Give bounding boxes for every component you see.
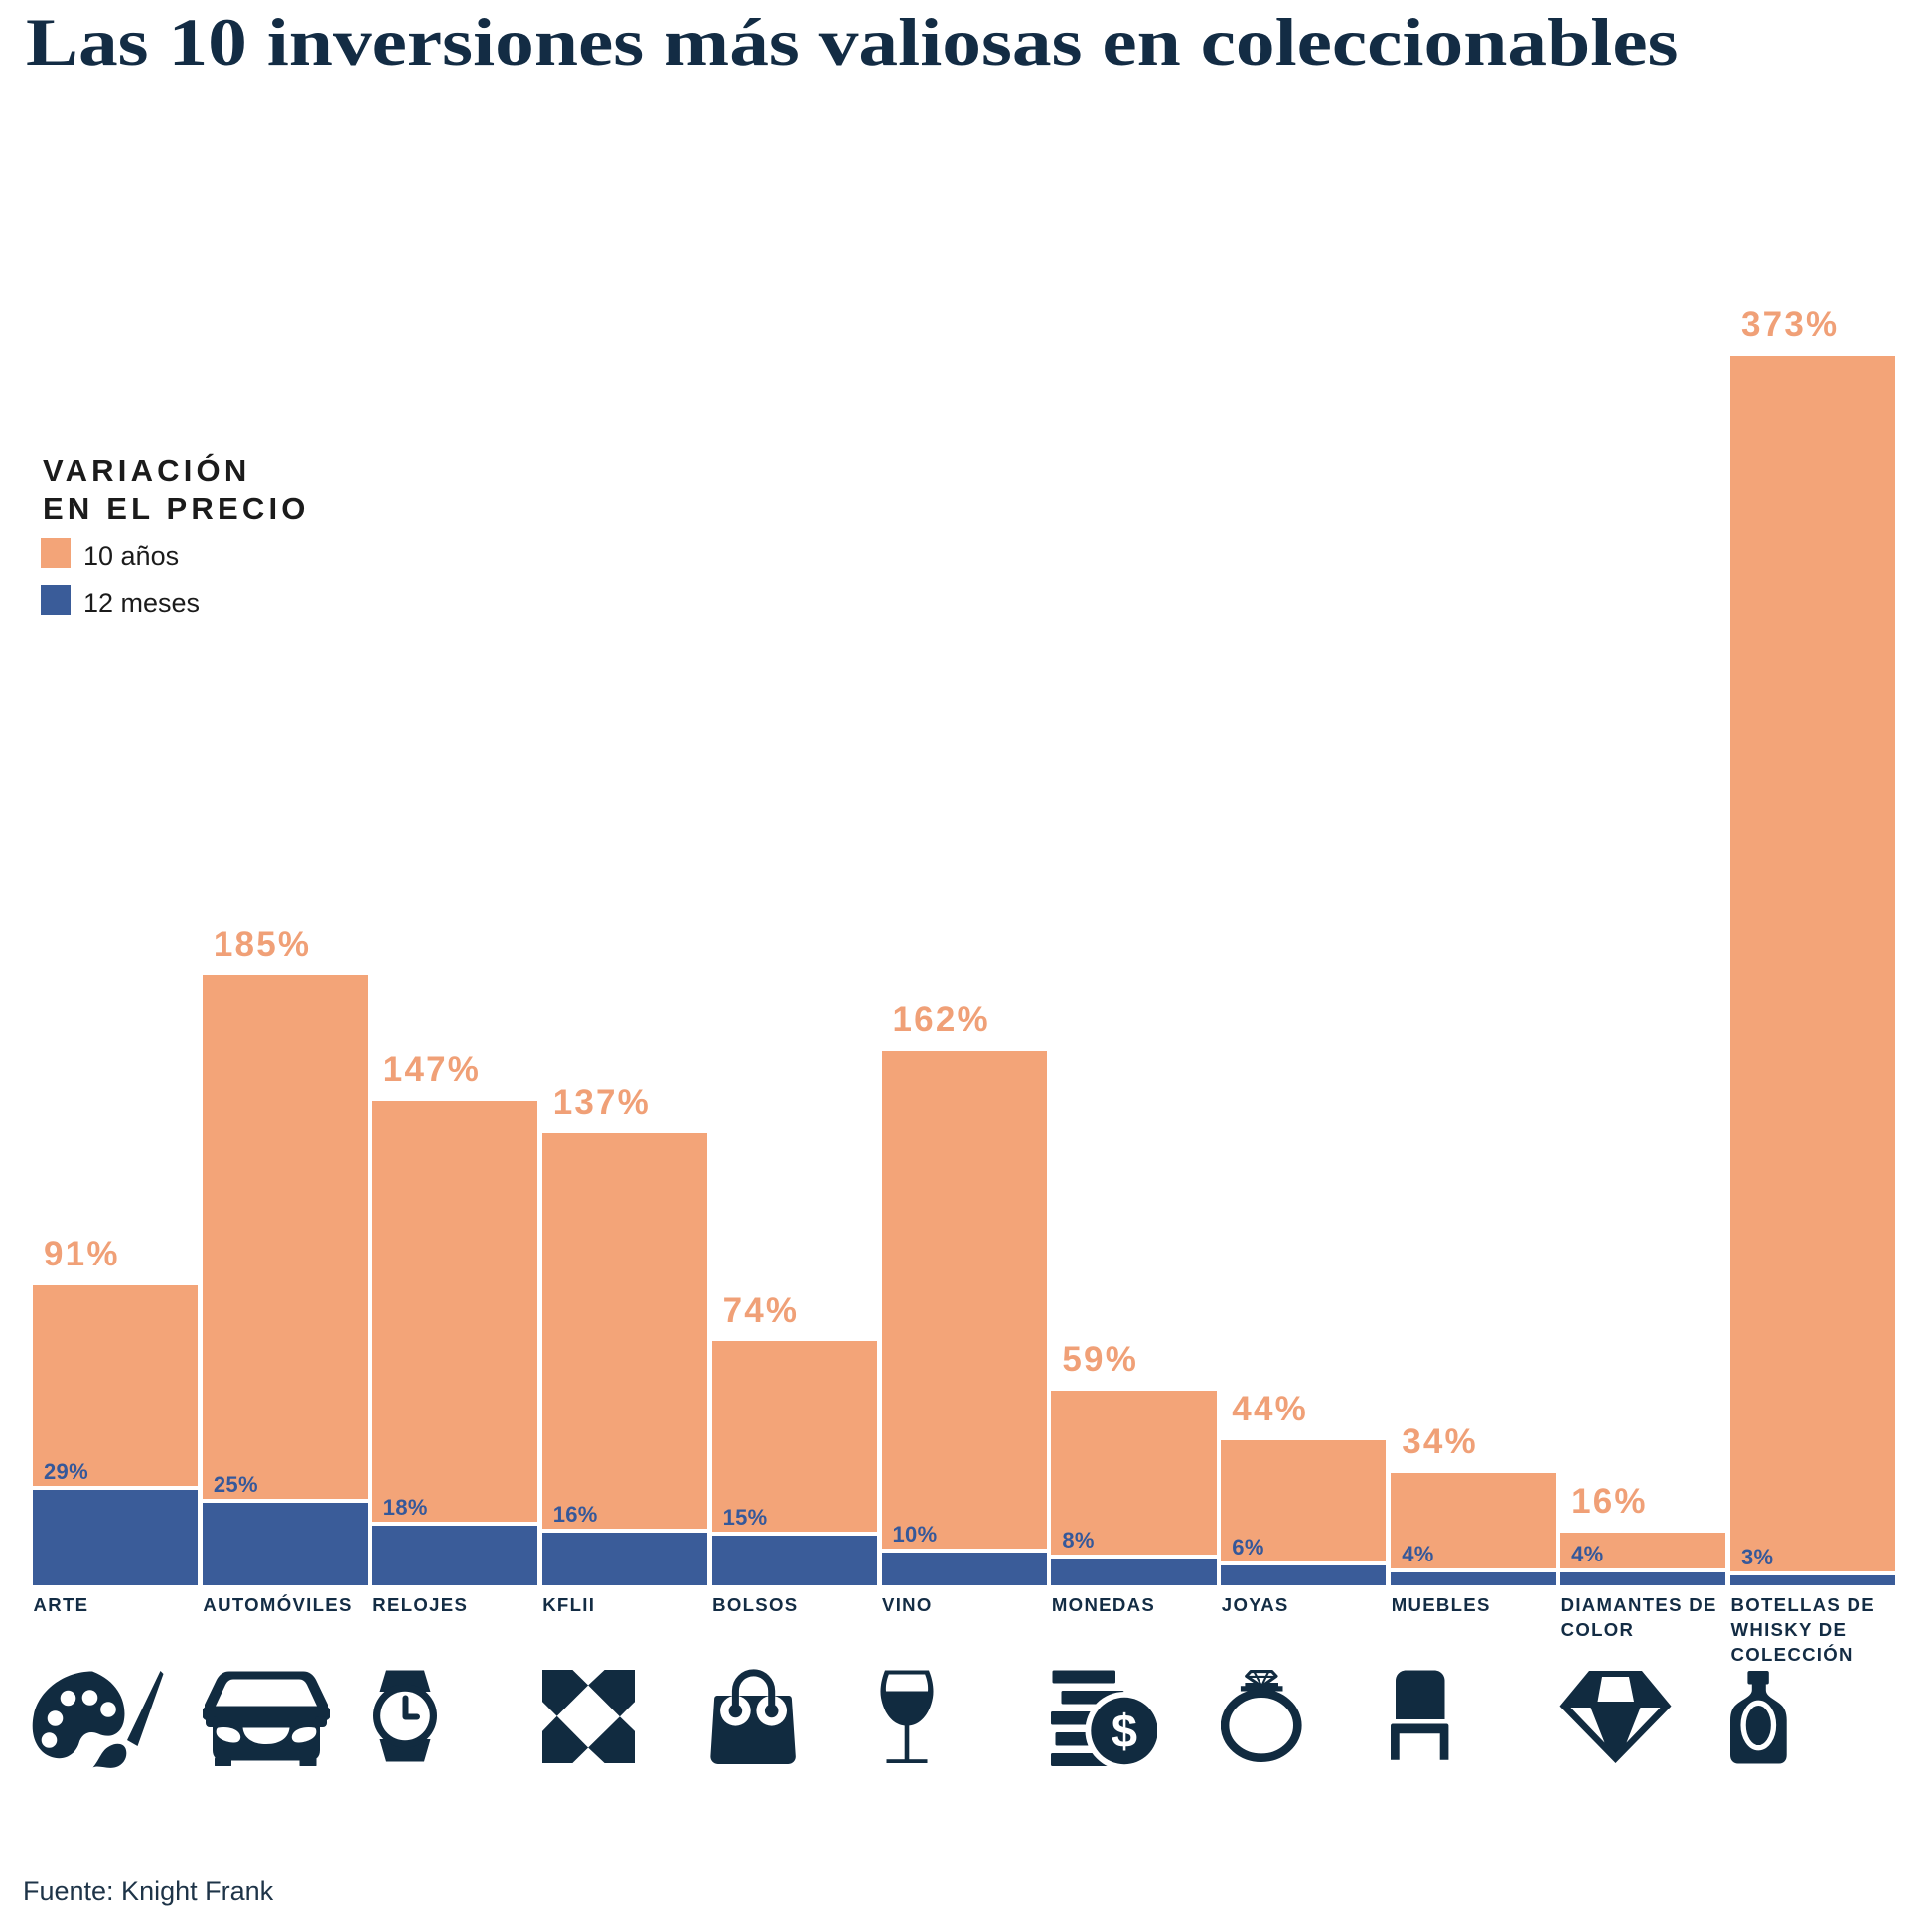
- svg-text:$: $: [1112, 1705, 1137, 1757]
